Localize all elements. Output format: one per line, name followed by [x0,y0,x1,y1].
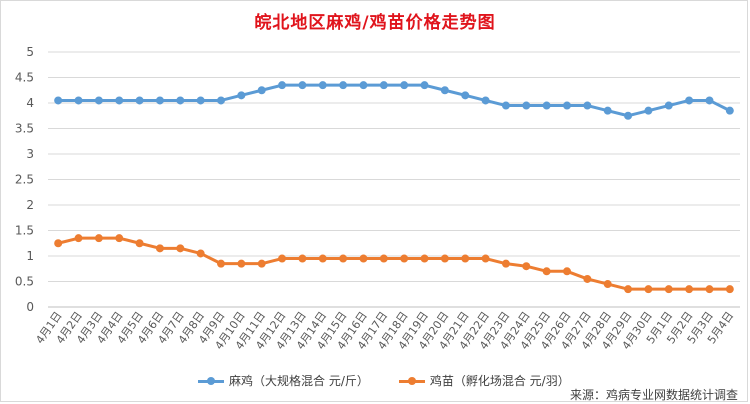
series-0-point-11 [278,81,287,90]
series-1-point-18 [420,254,429,263]
chart-title: 皖北地区麻鸡/鸡苗价格走势图 [254,13,496,33]
y-tick-label-9: 4.5 [15,71,34,85]
series-0-point-27 [603,106,612,115]
series-0-point-13 [318,81,327,90]
series-1-point-30 [664,285,673,294]
series-line-0 [58,83,731,118]
series-0-point-0 [54,96,63,105]
series-1-point-20 [461,254,470,263]
y-tick-label-7: 3.5 [15,122,34,136]
series-0-point-4 [135,96,144,105]
series-1-point-31 [685,285,694,294]
series-0-point-22 [501,101,510,110]
series-1-point-1 [74,234,83,243]
series-0-point-18 [420,81,429,90]
legend-item-2[interactable]: 鸡苗（孵化场混合 元/羽） [398,372,570,389]
series-1-point-13 [318,254,327,263]
y-tick-label-10: 5 [26,45,34,59]
series-1-point-6 [176,244,185,253]
series-0-point-33 [725,106,734,115]
series-1-point-23 [522,262,531,271]
series-0-point-20 [461,91,470,100]
series-1-point-10 [257,259,266,268]
series-1-point-0 [54,239,63,248]
series-0-point-8 [217,96,225,105]
series-0-point-7 [196,96,205,105]
series-0-point-26 [583,101,592,110]
y-tick-label-3: 1.5 [15,224,34,238]
legend-label-2: 鸡苗（孵化场混合 元/羽） [429,374,570,388]
y-tick-label-5: 2.5 [15,173,34,187]
series-0-point-3 [115,96,124,105]
series-1-point-28 [624,285,633,294]
y-tick-label-4: 2 [26,198,34,212]
series-1-point-21 [481,254,490,263]
series-1-point-22 [501,259,510,268]
y-tick-label-2: 1 [26,249,34,263]
series-1-point-15 [359,254,368,263]
series-1-point-16 [379,254,388,263]
series-1-point-32 [705,285,714,294]
series-0-point-2 [94,96,103,105]
series-1-point-2 [94,234,103,243]
series-1-point-24 [542,267,551,276]
series-0-point-16 [379,81,388,90]
y-tick-label-6: 3 [26,147,34,161]
series-1-point-5 [155,244,164,253]
series-0-point-6 [176,96,185,105]
series-1-point-3 [115,234,124,243]
y-tick-label-8: 4 [26,96,34,110]
series-0-point-15 [359,81,368,90]
legend-item-1[interactable]: 麻鸡（大规格混合 元/斤） [198,372,369,389]
series-0-point-21 [481,96,490,105]
series-0-point-5 [155,96,164,105]
y-tick-label-0: 0 [26,300,34,314]
series-0-point-14 [339,81,348,90]
y-tick-label-1: 0.5 [15,275,34,289]
series-1-point-9 [237,259,246,268]
series-1-point-17 [400,254,409,263]
series-1-point-33 [725,285,734,294]
legend-label-1: 麻鸡（大规格混合 元/斤） [229,374,369,388]
series-0-point-12 [298,81,307,90]
series-1-point-25 [563,267,571,276]
series-1-point-26 [583,274,592,283]
series-0-point-32 [705,96,714,105]
series-1-point-8 [217,259,225,268]
series-1-point-29 [644,285,653,294]
series-0-point-1 [74,96,83,105]
legend-swatch-2 [398,376,425,386]
series-1-point-12 [298,254,307,263]
legend-swatch-1 [198,376,224,386]
series-1-point-14 [339,254,348,263]
series-1-point-11 [278,254,287,263]
series-0-point-31 [685,96,694,105]
series-0-point-17 [400,81,409,90]
series-1-point-27 [603,280,612,289]
series-1-point-4 [135,239,144,248]
source-note: 来源：鸡病专业网数据统计调查 [569,388,738,402]
series-0-point-9 [237,91,246,100]
series-1-point-7 [196,249,205,258]
series-line-1 [57,236,730,291]
legend: 麻鸡（大规格混合 元/斤） 鸡苗（孵化场混合 元/羽） [198,372,570,389]
series-1-point-19 [440,254,449,263]
series-0-point-24 [542,101,551,110]
series-0-point-28 [624,111,633,120]
series-0-point-29 [644,106,653,115]
series-0-point-23 [522,101,531,110]
series-0-point-30 [664,101,673,110]
series-0-point-19 [440,86,449,95]
series-0-point-25 [563,101,571,110]
series-0-point-10 [257,86,266,95]
